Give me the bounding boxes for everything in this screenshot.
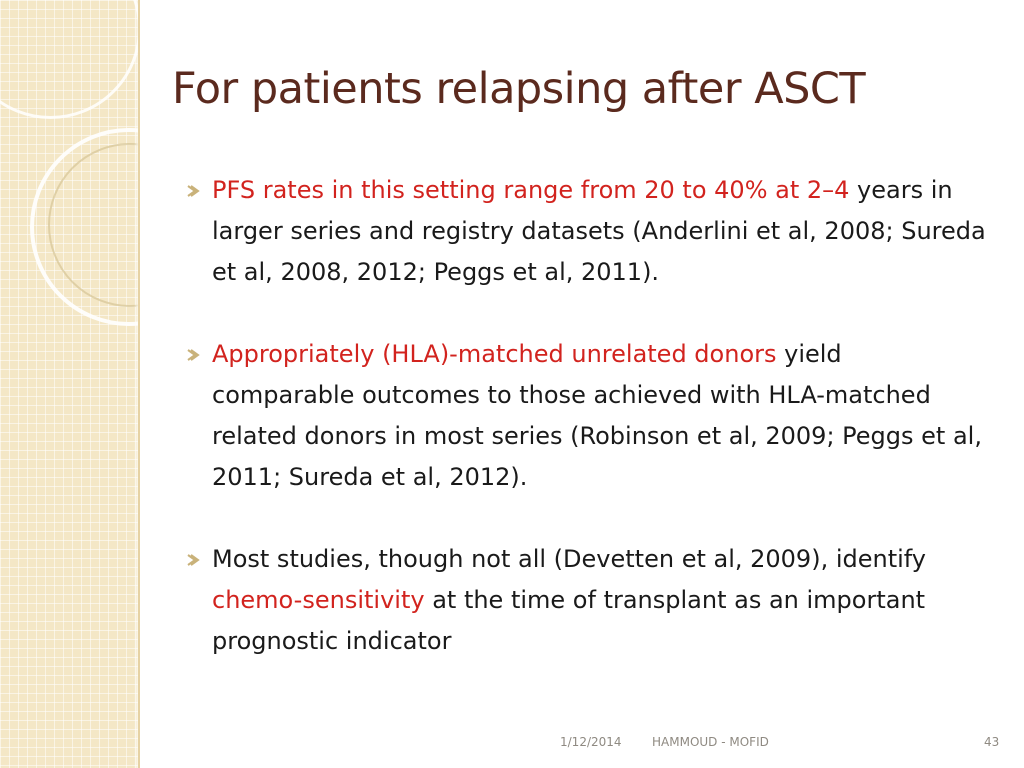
arrow-bullet-icon — [186, 334, 202, 375]
decorative-ring — [0, 0, 140, 119]
footer-page-number: 43 — [984, 735, 1000, 749]
bullet-highlight: Appropriately (HLA)-matched unrelated do… — [212, 340, 777, 368]
bullet-item: Appropriately (HLA)-matched unrelated do… — [186, 334, 986, 498]
bullet-item: PFS rates in this setting range from 20 … — [186, 170, 986, 293]
side-panel-edge — [138, 0, 140, 768]
bullet-text: yield comparable outcomes to those achie… — [212, 340, 982, 491]
arrow-bullet-icon — [186, 170, 202, 211]
footer-date: 1/12/2014 — [560, 735, 622, 749]
bullet-highlight: PFS rates in this setting range from 20 … — [212, 176, 850, 204]
arrow-bullet-icon — [186, 539, 202, 580]
bullet-text: at the time of transplant as an importan… — [212, 586, 926, 655]
bullet-text: Most studies, though not all (Devetten e… — [212, 545, 927, 573]
decorative-side-panel — [0, 0, 140, 768]
bullet-list: PFS rates in this setting range from 20 … — [186, 170, 986, 662]
bullet-text: years in larger series and registry data… — [212, 176, 986, 286]
footer-author: HAMMOUD - MOFID — [652, 735, 769, 749]
slide-title: For patients relapsing after ASCT — [172, 64, 866, 114]
bullet-highlight: chemo-sensitivity — [212, 586, 425, 614]
bullet-item: Most studies, though not all (Devetten e… — [186, 539, 986, 662]
